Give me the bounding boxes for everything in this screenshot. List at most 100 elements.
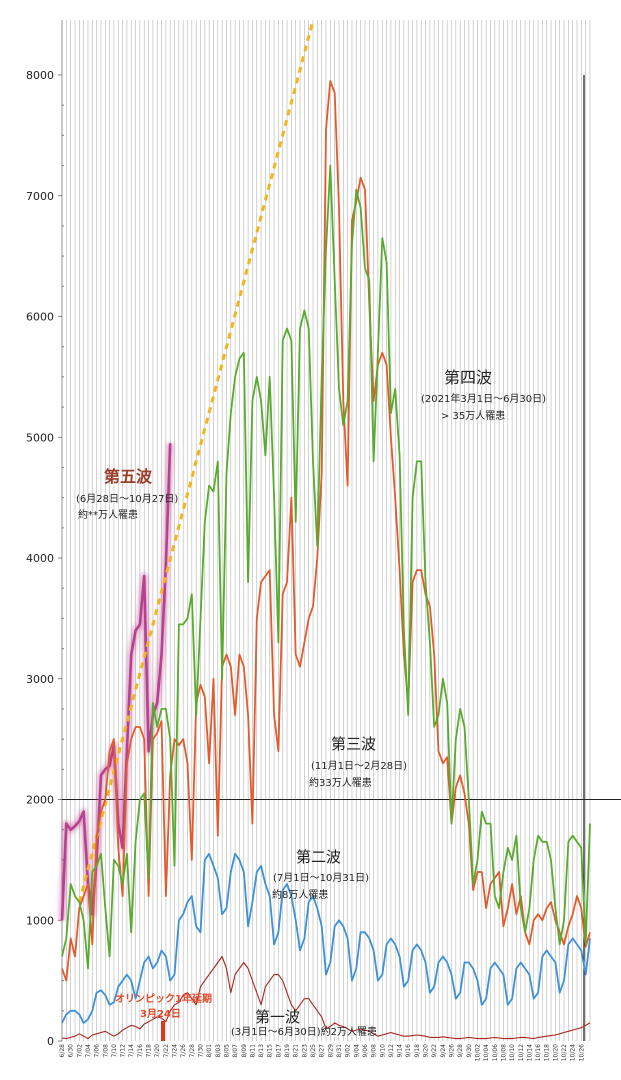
x-tick-label: 9/02 [345, 1044, 352, 1058]
x-tick-label: 10/14 [526, 1044, 533, 1061]
x-tick-label: 7/24 [172, 1044, 179, 1058]
x-tick-label: 10/18 [544, 1044, 551, 1061]
x-tick-label: 9/08 [371, 1044, 378, 1058]
x-tick-label: 9/20 [423, 1044, 430, 1058]
x-tick-label: 7/08 [102, 1044, 109, 1058]
x-tick-label: 7/18 [146, 1044, 153, 1058]
minor-tick [62, 617, 64, 620]
series-trend-line [77, 20, 315, 903]
x-tick-label: 6/30 [68, 1044, 75, 1058]
y-axis-ticks: 0 1000 2000 3000 4000 5000 6000 7000 8000 [26, 69, 62, 1048]
series-lines [58, 20, 591, 1040]
x-tick-label: 8/19 [284, 1044, 291, 1058]
wave3-note: 約33万人罹患 [309, 776, 372, 789]
x-tick-label: 7/12 [120, 1044, 127, 1058]
x-tick-label: 10/12 [518, 1044, 525, 1061]
wave5-note: 約**万人罹患 [78, 508, 138, 521]
wave2-period: (7月1日〜10月31日) [273, 872, 369, 884]
minor-tick [62, 979, 64, 982]
x-tick-label: 7/28 [189, 1044, 196, 1058]
y-tick-label: 2000 [26, 794, 54, 807]
x-tick-label: 8/27 [319, 1044, 326, 1058]
olympic-label-line1: オリンピック1年延期 [115, 992, 212, 1005]
wave2-title: 第二波 [296, 848, 341, 866]
minor-tick [62, 164, 64, 167]
x-tick-label: 10/16 [535, 1044, 542, 1061]
x-tick-label: 10/08 [500, 1044, 507, 1061]
olympic-marker [161, 1021, 165, 1041]
x-tick-label: 8/13 [258, 1044, 265, 1058]
x-tick-label: 8/15 [267, 1044, 274, 1058]
wave3-period: (11月1日〜2月28日) [311, 760, 407, 772]
minor-tick [62, 708, 64, 710]
x-tick-label: 9/06 [362, 1044, 369, 1058]
y-tick-label: 8000 [26, 69, 54, 82]
minor-tick [62, 466, 64, 469]
x-tick-label: 7/26 [180, 1044, 187, 1058]
x-tick-label: 9/04 [353, 1044, 360, 1058]
x-tick-label: 9/28 [457, 1044, 464, 1058]
x-tick-label: 10/06 [492, 1044, 499, 1061]
wave4-period: (2021年3月1日〜6月30日) [421, 392, 546, 405]
x-tick-label: 8/03 [215, 1044, 222, 1058]
minor-tick [62, 738, 64, 740]
x-tick-label: 8/29 [327, 1044, 334, 1058]
minor-tick [62, 587, 64, 589]
wave1-period: (3月1日〜6月30日)約2万人罹患 [231, 1025, 377, 1038]
x-tick-label: 10/24 [570, 1044, 577, 1061]
x-tick-label: 7/22 [163, 1044, 170, 1058]
x-tick-label: 8/09 [241, 1044, 248, 1058]
minor-tick [62, 406, 64, 408]
x-tick-label: 9/24 [440, 1044, 447, 1058]
wave4-title: 第四波 [444, 368, 492, 387]
series-first-line [61, 955, 591, 1040]
x-tick-label: 7/10 [111, 1044, 118, 1058]
y-tick-label: 7000 [26, 190, 54, 203]
x-tick-label: 9/30 [466, 1044, 473, 1058]
x-tick-label: 9/16 [405, 1044, 412, 1058]
minor-tick [62, 104, 64, 106]
y-tick-label: 1000 [26, 914, 54, 927]
minor-tick [62, 647, 64, 650]
x-tick-label: 8/23 [301, 1044, 308, 1058]
y-tick-label: 6000 [26, 311, 54, 324]
x-axis-ticks: 6/28 6/30 7/02 7/04 7/06 7/08 7/10 7/12 7/14 7/16… [59, 1044, 585, 1061]
minor-tick [62, 768, 64, 771]
series-third-line [61, 164, 591, 970]
x-tick-label: 9/10 [379, 1044, 386, 1058]
series-second-line [61, 852, 591, 1024]
x-tick-label: 10/04 [483, 1044, 490, 1061]
x-tick-label: 7/14 [128, 1044, 135, 1058]
y-tick-label: 5000 [26, 431, 54, 444]
x-tick-label: 7/02 [76, 1044, 83, 1058]
x-tick-label: 6/28 [59, 1044, 66, 1058]
minor-tick [62, 496, 64, 499]
x-tick-label: 8/31 [336, 1044, 343, 1058]
x-tick-label: 10/26 [578, 1044, 585, 1061]
x-tick-label: 9/12 [388, 1044, 395, 1058]
x-tick-label: 10/10 [509, 1044, 516, 1061]
x-tick-label: 8/25 [310, 1044, 317, 1058]
minor-tick [62, 1010, 64, 1012]
minor-tick [62, 376, 64, 378]
olympic-label-line2: 3月24日 [140, 1008, 181, 1020]
x-tick-label: 9/14 [397, 1044, 404, 1058]
minor-tick [62, 345, 64, 348]
minor-tick [62, 225, 64, 227]
minor-tick [62, 255, 64, 257]
x-tick-label: 8/05 [223, 1044, 230, 1058]
x-tick-label: 7/16 [137, 1044, 144, 1058]
x-tick-label: 10/22 [561, 1044, 568, 1061]
x-tick-label: 7/06 [94, 1044, 101, 1058]
x-tick-label: 8/21 [293, 1044, 300, 1058]
markers [161, 1021, 165, 1041]
x-tick-label: 10/20 [552, 1044, 559, 1061]
x-tick-label: 8/11 [249, 1044, 256, 1058]
minor-tick [62, 527, 64, 529]
x-tick-label: 9/18 [414, 1044, 421, 1058]
x-tick-label: 7/04 [85, 1044, 92, 1058]
wave1-title: 第一波 [255, 1008, 300, 1026]
wave3-title: 第三波 [331, 735, 376, 753]
wave5-title: 第五波 [104, 467, 153, 486]
x-tick-label: 10/02 [474, 1044, 481, 1061]
